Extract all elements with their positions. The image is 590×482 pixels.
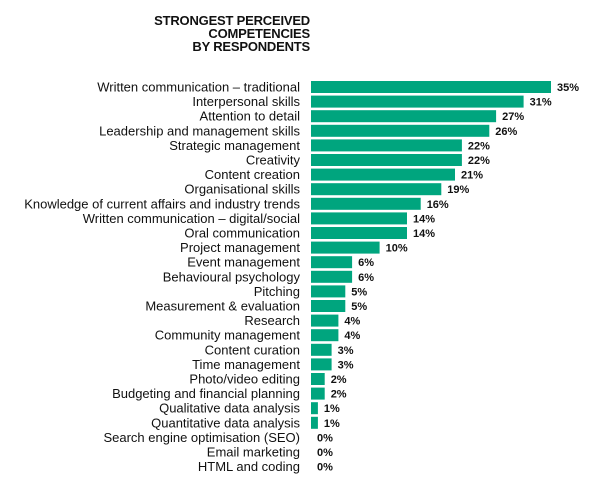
bar [311,329,339,342]
bar [311,416,318,429]
value-label: 5% [351,286,367,298]
chart-title-line-1: STRONGEST PERCEIVED [154,13,310,28]
value-label: 22% [468,140,490,152]
category-label: Organisational skills [184,182,300,197]
value-label: 19% [447,184,469,196]
bar [311,197,421,210]
value-label: 3% [338,345,354,357]
value-label: 4% [344,330,360,342]
value-label: 0% [317,447,333,459]
bar [311,300,346,312]
category-label: Event management [187,255,300,270]
category-label: Quantitative data analysis [151,415,300,430]
value-label: 1% [324,418,340,430]
value-label: 27% [502,111,524,123]
bar [311,402,318,415]
bar [311,124,490,137]
value-label: 0% [317,462,333,474]
category-label: Behavioural psychology [163,269,301,284]
value-label: 10% [386,243,408,255]
bar [311,241,380,254]
bar [311,285,346,298]
chart-title-line-2: COMPETENCIES [208,26,310,41]
bar [311,387,325,400]
bar [311,343,332,356]
value-label: 2% [331,374,347,386]
category-label: Content curation [205,342,300,357]
value-label: 2% [331,389,347,401]
bar [311,139,462,152]
category-label: Oral communication [184,226,300,241]
bar [311,154,462,166]
value-label: 14% [413,228,435,240]
value-label: 6% [358,257,374,269]
value-label: 35% [557,82,579,94]
category-label: Budgeting and financial planning [112,386,300,401]
category-label: HTML and coding [198,459,300,474]
category-label: Time management [192,357,300,372]
category-label: Strategic management [169,138,300,153]
chart-title-line-3: BY RESPONDENTS [192,39,310,54]
value-label: 22% [468,155,490,167]
category-label: Written communication – digital/social [83,211,300,226]
category-label: Attention to detail [200,109,301,124]
bar [311,183,442,196]
category-label: Creativity [246,153,301,168]
category-label: Interpersonal skills [192,94,300,109]
category-label: Pitching [254,284,300,299]
category-label: Community management [155,328,301,343]
category-label: Content creation [205,167,300,182]
bar [311,256,353,269]
bar [311,373,325,385]
category-label: Research [244,313,300,328]
value-label: 16% [427,199,449,211]
bar [311,212,407,225]
category-label: Qualitative data analysis [159,401,300,416]
bar [311,168,455,181]
value-label: 14% [413,213,435,225]
category-label: Measurement & evaluation [145,299,300,314]
category-label: Knowledge of current affairs and industr… [24,196,300,211]
value-label: 31% [530,97,552,109]
category-label: Project management [180,240,300,255]
bar [311,358,332,371]
category-label: Photo/video editing [189,372,300,387]
bar [311,110,497,123]
value-label: 3% [338,359,354,371]
value-label: 4% [344,316,360,328]
value-label: 26% [495,126,517,138]
bar [311,227,407,239]
value-label: 0% [317,432,333,444]
value-label: 6% [358,272,374,284]
category-label: Written communication – traditional [97,80,300,95]
bar [311,95,524,108]
chart-title: STRONGEST PERCEIVED COMPETENCIES BY RESP… [140,14,310,53]
bar [311,270,353,283]
bar [311,314,339,327]
value-label: 5% [351,301,367,313]
category-label: Search engine optimisation (SEO) [103,430,300,445]
bar [311,81,551,93]
value-label: 21% [461,170,483,182]
category-label: Email marketing [207,445,300,460]
value-label: 1% [324,403,340,415]
category-label: Leadership and management skills [99,123,300,138]
